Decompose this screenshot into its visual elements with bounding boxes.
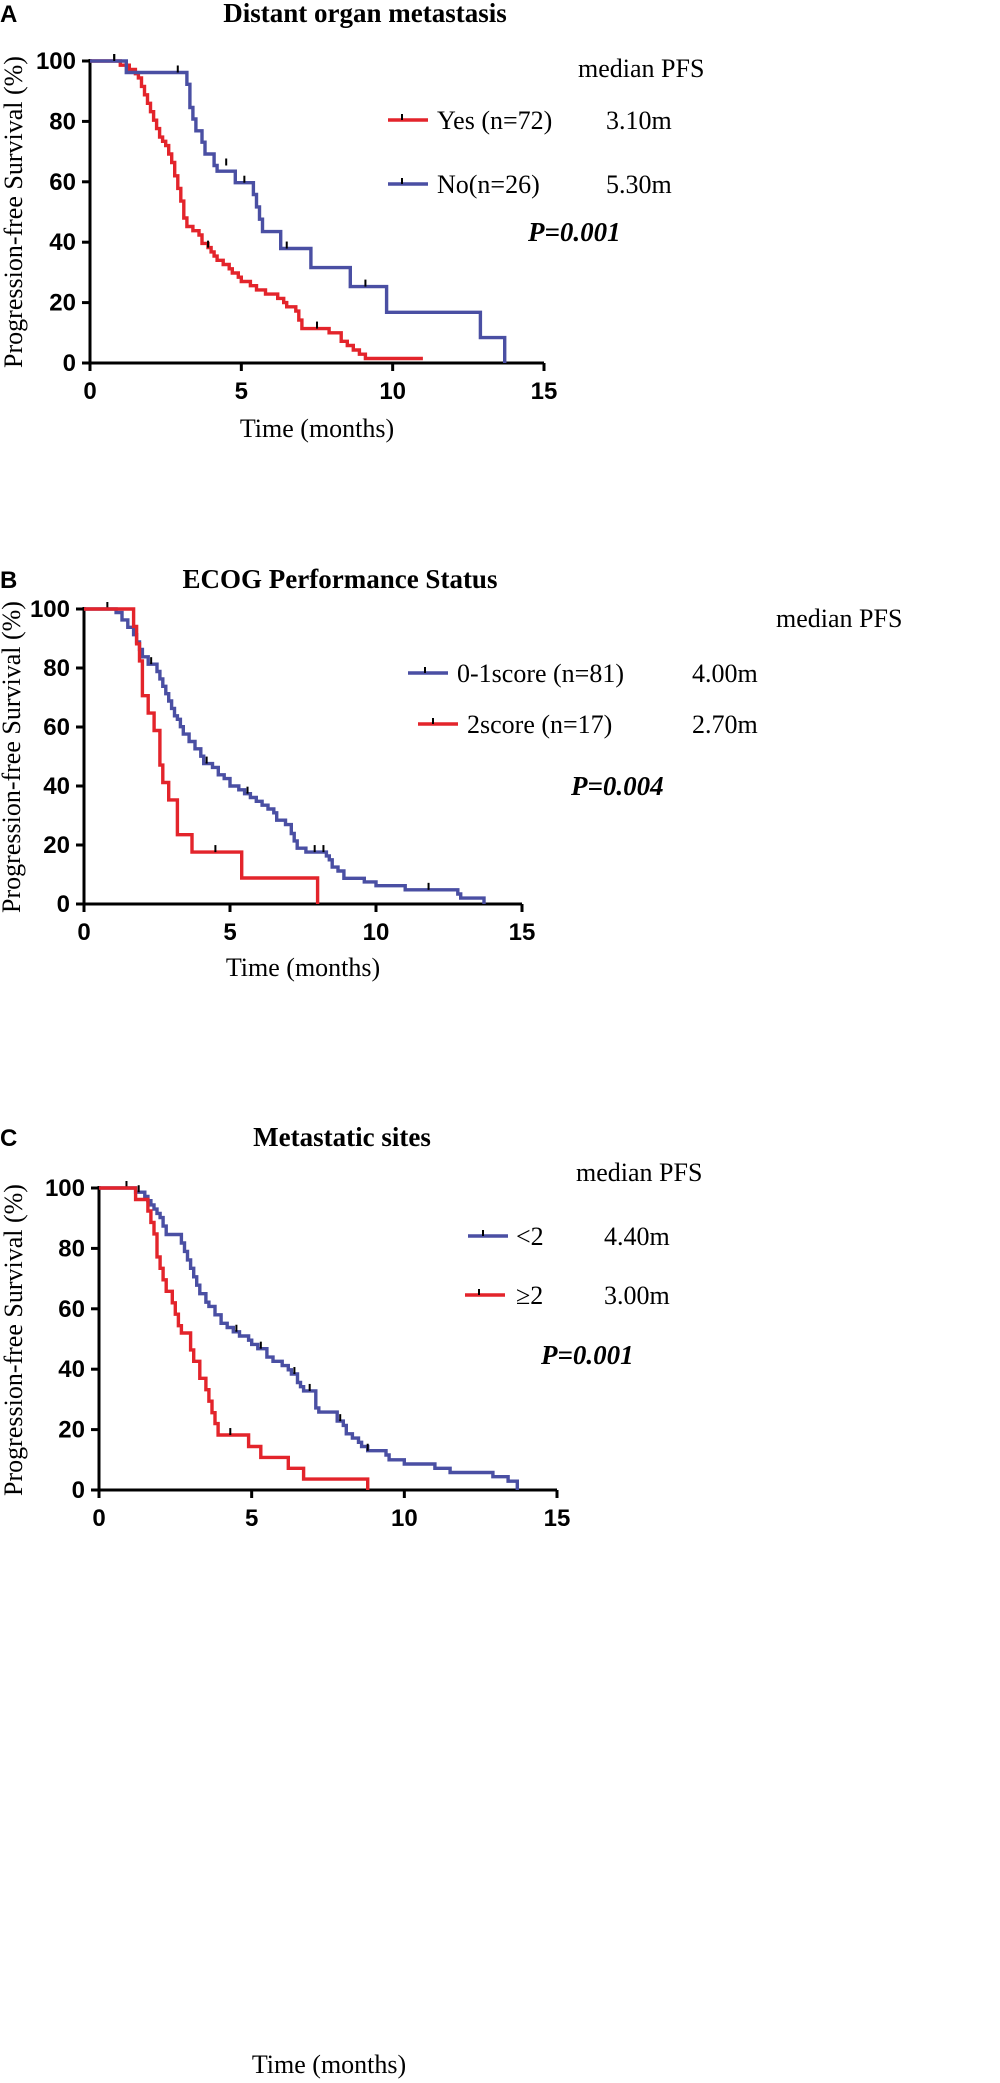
p-value: P=0.001 <box>540 1340 634 1370</box>
y-tick-label: 80 <box>58 1235 85 1262</box>
legend-label-2score: 2score (n=17) <box>467 710 612 739</box>
legend-label-0-1score: 0-1score (n=81) <box>457 659 624 688</box>
y-tick-label: 100 <box>30 596 70 623</box>
plot-area: 0 20 40 60 80 100 0 5 10 15 <box>30 596 535 946</box>
x-axis-label: Time (months) <box>240 414 394 443</box>
survival-curve-1 <box>90 59 507 363</box>
chart-title: Metastatic sites <box>253 1122 431 1152</box>
x-tick-label: 10 <box>363 919 390 946</box>
legend-label-yes: Yes (n=72) <box>437 106 552 135</box>
panel-a: A Distant organ metastasis 0204060801000… <box>0 0 704 443</box>
legend-entry: 0-1score (n=81) 4.00m <box>408 659 758 688</box>
y-axis-label: Progression-free Survival (%) <box>0 56 28 368</box>
median-value-ge2: 3.00m <box>604 1281 670 1310</box>
legend-label-lt2: <2 <box>516 1222 544 1251</box>
y-axis-label: Progression-free Survival (%) <box>0 601 26 913</box>
median-pfs-header: median PFS <box>776 604 902 633</box>
x-tick-label: 10 <box>379 378 406 405</box>
median-value-2score: 2.70m <box>692 710 758 739</box>
median-value-lt2: 4.40m <box>604 1222 670 1251</box>
p-value: P=0.004 <box>570 771 664 801</box>
median-value-0-1score: 4.00m <box>692 659 758 688</box>
y-tick-label: 60 <box>43 714 70 741</box>
plot-area: 0 20 40 60 80 100 0 5 10 15 <box>36 48 557 405</box>
y-tick-label: 80 <box>49 108 76 135</box>
y-axis-label: Progression-free Survival (%) <box>0 1184 28 1496</box>
survival-curve-0 <box>99 1186 519 1490</box>
median-pfs-header: median PFS <box>578 54 704 83</box>
survival-curve-1 <box>84 607 320 904</box>
chart-title: Distant organ metastasis <box>223 0 507 28</box>
y-tick-label: 40 <box>43 773 70 800</box>
legend-entry: 2score (n=17) 2.70m <box>418 710 758 739</box>
x-axis-label: Time (months) <box>226 953 380 982</box>
legend-entry: <2 4.40m <box>468 1222 670 1251</box>
legend-entry: No(n=26) 5.30m <box>388 170 672 199</box>
y-tick-label: 0 <box>72 1477 85 1504</box>
plot-area: 0 20 40 60 80 100 0 5 10 15 <box>45 1175 570 1532</box>
survival-curve-0 <box>84 607 486 904</box>
x-tick-label: 5 <box>235 378 248 405</box>
panel-b: B ECOG Performance Status 0 20 40 60 80 100 0 5… <box>0 564 902 982</box>
x-tick-label: 10 <box>391 1505 418 1532</box>
x-tick-label: 0 <box>92 1505 105 1532</box>
panel-label: B <box>0 567 17 594</box>
y-tick-label: 0 <box>57 891 70 918</box>
y-tick-label: 60 <box>49 169 76 196</box>
legend-entry: Yes (n=72) 3.10m <box>388 106 672 135</box>
y-tick-label: 80 <box>43 655 70 682</box>
panel-label: A <box>0 1 17 28</box>
legend-label-no: No(n=26) <box>437 170 540 199</box>
x-tick-label: 5 <box>223 919 236 946</box>
x-tick-label: 15 <box>509 919 536 946</box>
median-pfs-header: median PFS <box>576 1158 702 1187</box>
p-value: P=0.001 <box>527 217 621 247</box>
y-tick-label: 20 <box>43 832 70 859</box>
panel-label: C <box>0 1125 17 1152</box>
legend-label-ge2: ≥2 <box>516 1281 543 1310</box>
median-value-yes: 3.10m <box>606 106 672 135</box>
chart-title: ECOG Performance Status <box>183 564 498 594</box>
x-tick-label: 15 <box>531 378 558 405</box>
median-value-no: 5.30m <box>606 170 672 199</box>
x-axis-label: Time (months) <box>252 2050 406 2079</box>
y-tick-label: 40 <box>58 1356 85 1383</box>
y-tick-label: 100 <box>45 1175 85 1202</box>
y-tick-label: 0 <box>63 350 76 377</box>
x-tick-label: 5 <box>245 1505 258 1532</box>
y-tick-label: 20 <box>49 290 76 317</box>
y-tick-label: 20 <box>58 1417 85 1444</box>
y-tick-label: 60 <box>58 1296 85 1323</box>
y-tick-label: 40 <box>49 229 76 256</box>
x-tick-label: 0 <box>77 919 90 946</box>
y-tick-label: 100 <box>36 48 76 75</box>
legend-entry: ≥2 3.00m <box>465 1281 670 1310</box>
survival-curve-1 <box>99 1186 370 1490</box>
x-tick-label: 0 <box>83 378 96 405</box>
x-tick-label: 15 <box>544 1505 571 1532</box>
